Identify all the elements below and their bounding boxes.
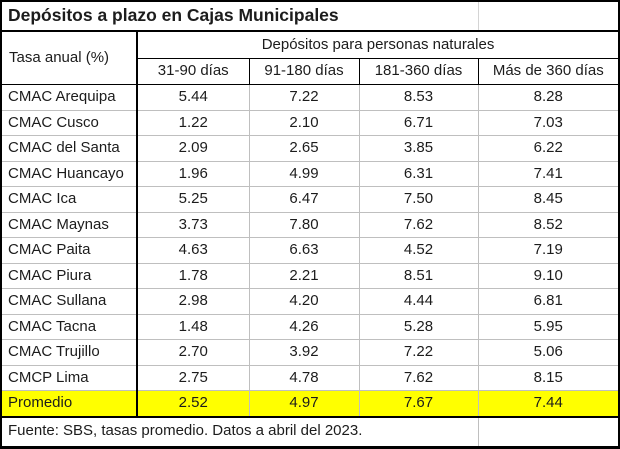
rate-value-181-360: 7.62 — [359, 365, 479, 391]
entity-label: CMAC Paita — [1, 237, 138, 264]
rate-value-181-360: 8.53 — [359, 84, 479, 111]
rate-value-mas-360: 7.19 — [478, 237, 620, 264]
rate-value-91-180: 4.78 — [249, 365, 360, 391]
rate-value-31-90: 2.09 — [137, 135, 250, 162]
column-header-31-90: 31-90 días — [136, 58, 250, 85]
rate-value-181-360: 7.62 — [359, 212, 479, 238]
entity-label: CMAC Huancayo — [1, 161, 138, 187]
rate-value-91-180: 4.26 — [249, 314, 360, 340]
entity-label: CMAC Sullana — [1, 288, 138, 315]
source-note: Fuente: SBS, tasas promedio. Datos a abr… — [1, 416, 479, 447]
rate-value-31-90: 2.52 — [137, 390, 250, 418]
footer-empty-cell — [478, 417, 619, 448]
entity-label: CMAC Arequipa — [1, 84, 138, 111]
rate-value-31-90: 1.78 — [137, 263, 250, 289]
table-row: CMAC Paita 4.63 6.63 4.52 7.19 — [1, 237, 620, 264]
rate-value-31-90: 2.98 — [137, 288, 250, 315]
rate-value-91-180: 2.10 — [249, 110, 360, 136]
rate-value-mas-360: 8.28 — [478, 84, 620, 111]
entity-label: CMAC Tacna — [1, 314, 138, 340]
rate-value-181-360: 5.28 — [359, 314, 479, 340]
rate-value-mas-360: 5.95 — [478, 314, 620, 340]
table-row: CMAC Maynas 3.73 7.80 7.62 8.52 — [1, 212, 620, 238]
rate-value-31-90: 3.73 — [137, 212, 250, 238]
rate-value-31-90: 2.70 — [137, 339, 250, 366]
rate-value-91-180: 4.20 — [249, 288, 360, 315]
table-row: CMAC Cusco 1.22 2.10 6.71 7.03 — [1, 110, 620, 136]
group-header-row: Tasa anual (%) Depósitos para personas n… — [1, 31, 620, 85]
rate-value-31-90: 2.75 — [137, 365, 250, 391]
rate-value-91-180: 6.47 — [249, 186, 360, 213]
group-header-personas-naturales: Depósitos para personas naturales — [137, 31, 620, 59]
entity-label: CMAC Cusco — [1, 110, 138, 136]
rate-value-mas-360: 5.06 — [478, 339, 620, 366]
table-row: CMCP Lima 2.75 4.78 7.62 8.15 — [1, 365, 620, 391]
rate-value-mas-360: 6.22 — [478, 135, 620, 162]
table-body: CMAC Arequipa 5.44 7.22 8.53 8.28 CMAC C… — [1, 84, 620, 418]
rate-value-mas-360: 9.10 — [478, 263, 620, 289]
rate-value-mas-360: 7.03 — [478, 110, 620, 136]
table-row: CMAC Arequipa 5.44 7.22 8.53 8.28 — [1, 84, 620, 111]
rate-value-mas-360: 7.44 — [478, 390, 620, 418]
rate-value-91-180: 3.92 — [249, 339, 360, 366]
entity-label: CMAC Trujillo — [1, 339, 138, 366]
entity-label: CMAC del Santa — [1, 135, 138, 162]
rate-value-91-180: 6.63 — [249, 237, 360, 264]
footer-row: Fuente: SBS, tasas promedio. Datos a abr… — [1, 416, 619, 448]
entity-label: Promedio — [1, 390, 138, 418]
table-row: CMAC Ica 5.25 6.47 7.50 8.45 — [1, 186, 620, 213]
rate-value-mas-360: 8.45 — [478, 186, 620, 213]
rate-value-mas-360: 8.52 — [478, 212, 620, 238]
rate-value-91-180: 4.97 — [249, 390, 360, 418]
column-header-181-360: 181-360 días — [358, 58, 479, 85]
rate-value-31-90: 5.44 — [137, 84, 250, 111]
rate-value-91-180: 2.21 — [249, 263, 360, 289]
rate-value-181-360: 7.50 — [359, 186, 479, 213]
entity-label: CMCP Lima — [1, 365, 138, 391]
table-row: CMAC Piura 1.78 2.21 8.51 9.10 — [1, 263, 620, 289]
table-row: CMAC Tacna 1.48 4.26 5.28 5.95 — [1, 314, 620, 340]
rate-value-mas-360: 6.81 — [478, 288, 620, 315]
rate-value-31-90: 1.22 — [137, 110, 250, 136]
column-header-mas-360: Más de 360 días — [477, 58, 620, 85]
rate-value-181-360: 3.85 — [359, 135, 479, 162]
column-header-91-180: 91-180 días — [248, 58, 360, 85]
rate-value-181-360: 4.44 — [359, 288, 479, 315]
rate-value-91-180: 2.65 — [249, 135, 360, 162]
table-row: CMAC Trujillo 2.70 3.92 7.22 5.06 — [1, 339, 620, 366]
title-row: Depósitos a plazo en Cajas Municipales — [1, 1, 620, 32]
rate-value-181-360: 6.71 — [359, 110, 479, 136]
rate-value-181-360: 7.67 — [359, 390, 479, 418]
rate-value-mas-360: 7.41 — [478, 161, 620, 187]
entity-label: CMAC Maynas — [1, 212, 138, 238]
rate-value-181-360: 8.51 — [359, 263, 479, 289]
table-row: CMAC del Santa 2.09 2.65 3.85 6.22 — [1, 135, 620, 162]
table-row: Promedio 2.52 4.97 7.67 7.44 — [1, 390, 620, 418]
entity-label: CMAC Ica — [1, 186, 138, 213]
entity-label: CMAC Piura — [1, 263, 138, 289]
rate-value-31-90: 1.48 — [137, 314, 250, 340]
rate-value-31-90: 1.96 — [137, 161, 250, 187]
rate-value-181-360: 6.31 — [359, 161, 479, 187]
rate-value-mas-360: 8.15 — [478, 365, 620, 391]
corner-header-tasa-anual: Tasa anual (%) — [1, 31, 138, 85]
table-row: CMAC Sullana 2.98 4.20 4.44 6.81 — [1, 288, 620, 315]
table-row: CMAC Huancayo 1.96 4.99 6.31 7.41 — [1, 161, 620, 187]
rate-value-91-180: 4.99 — [249, 161, 360, 187]
rate-value-91-180: 7.22 — [249, 84, 360, 111]
rate-value-181-360: 7.22 — [359, 339, 479, 366]
rate-value-31-90: 4.63 — [137, 237, 250, 264]
rate-value-91-180: 7.80 — [249, 212, 360, 238]
column-header-row: 31-90 días 91-180 días 181-360 días Más … — [1, 58, 620, 85]
rate-value-31-90: 5.25 — [137, 186, 250, 213]
title-empty-cell — [478, 1, 620, 32]
rate-value-181-360: 4.52 — [359, 237, 479, 264]
page-title: Depósitos a plazo en Cajas Municipales — [1, 1, 479, 32]
